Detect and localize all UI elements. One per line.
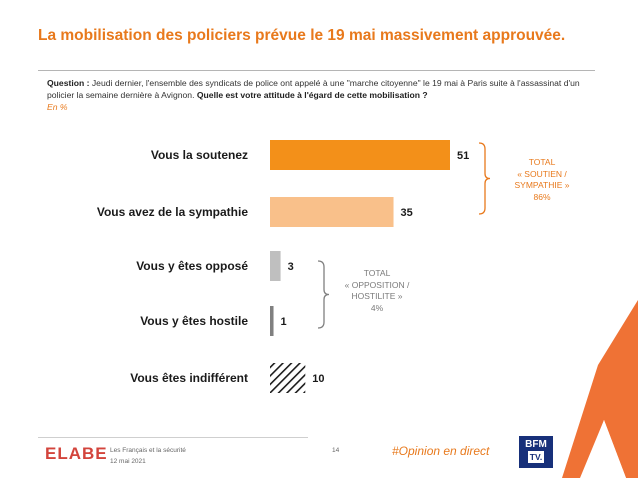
question-bold: Quelle est votre attitude à l'égard de c… [194,90,428,100]
group-total-opposition: TOTAL « OPPOSITION / HOSTILITE » 4% [335,268,419,314]
data-label: 10 [312,373,324,385]
hashtag-label: #Opinion en direct [392,444,490,458]
question-body: Jeudi dernier, l'ensemble des syndicats … [47,78,580,100]
category-label: Vous êtes indifférent [130,371,248,385]
study-name: Les Français et la sécurité [110,447,186,454]
group-opposition-line: « OPPOSITION / [344,279,410,290]
brackets-layer [317,142,491,329]
category-label: Vous la soutenez [151,148,248,162]
group-total-support: TOTAL « SOUTIEN / SYMPATHIE » 86% [500,157,584,203]
bar [270,363,306,393]
category-label: Vous avez de la sympathie [97,205,248,219]
group-opposition-value: 4% [370,302,384,313]
category-label: Vous y êtes opposé [136,259,248,273]
bar [270,197,394,227]
bfmtv-logo: BFM TV. [519,436,553,468]
bfm-logo-text: BFM [525,439,547,450]
category-label: Vous y êtes hostile [140,314,248,328]
data-label: 35 [401,207,413,219]
group-support-line: « SOUTIEN / [517,168,567,179]
bar [270,140,450,170]
page-title: La mobilisation des policiers prévue le … [38,27,566,44]
question-prefix: Question : [47,78,90,88]
group-bracket [317,260,330,329]
data-label: 1 [281,316,287,328]
study-date: 12 mai 2021 [110,458,146,465]
group-support-line: SYMPATHIE » [514,180,570,190]
title-divider [38,70,595,71]
unit-label: En % [47,102,68,112]
question-text: Question : Jeudi dernier, l'ensemble des… [47,77,587,113]
data-label: 3 [288,261,294,273]
group-opposition-line: TOTAL [363,268,391,278]
tv-logo-text: TV. [528,451,544,463]
group-opposition-line: HOSTILITE » [351,291,403,301]
bar [270,251,281,281]
elabe-logo: ELABE [45,444,108,463]
data-label: 51 [457,150,469,162]
page-number: 14 [332,447,340,454]
bars-layer: Vous la soutenez 51 Vous avez de la sympat… [97,140,469,393]
footer-divider [38,437,308,438]
group-bracket [478,142,491,215]
group-support-line: TOTAL [528,157,556,167]
group-support-value: 86% [533,191,551,202]
bar [270,306,274,336]
